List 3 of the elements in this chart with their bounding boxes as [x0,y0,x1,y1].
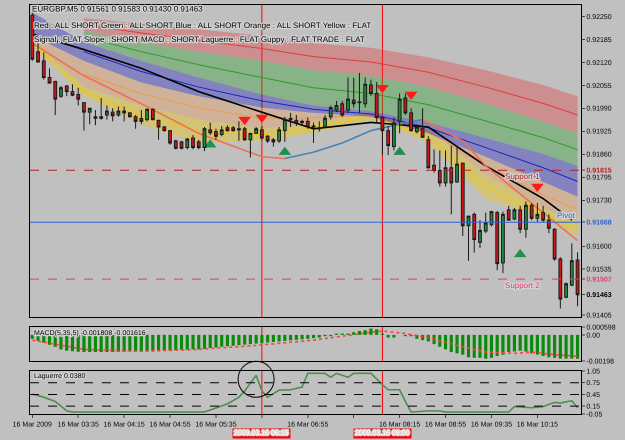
chart-title: EURGBP,M5 0.91561 0.91583 0.91430 0.91463 [32,4,204,14]
ref-line-label: Support 2 [505,281,540,290]
ref-line-label: Support 1 [505,172,540,181]
